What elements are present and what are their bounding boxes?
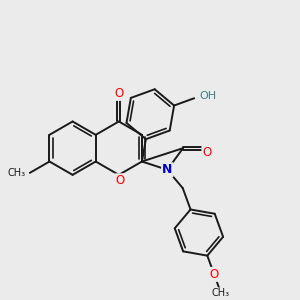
Text: CH₃: CH₃	[8, 168, 26, 178]
Text: CH₃: CH₃	[212, 288, 230, 298]
Text: O: O	[209, 268, 219, 281]
Text: O: O	[202, 146, 212, 159]
Text: O: O	[114, 87, 124, 100]
Text: N: N	[162, 163, 172, 176]
Text: OH: OH	[200, 91, 217, 100]
Text: O: O	[116, 174, 125, 187]
